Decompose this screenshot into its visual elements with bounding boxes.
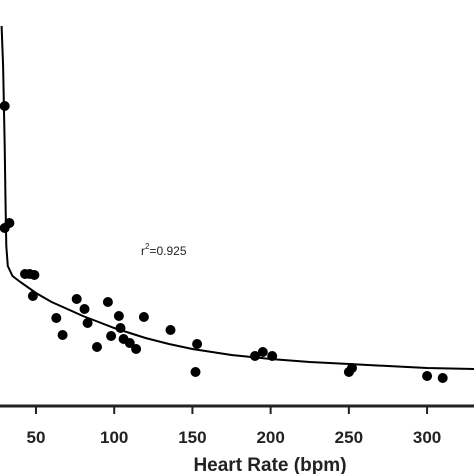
plot-area: 50 100 150 200 250 300 r2=0.925 Heart Rate (b…	[0, 25, 474, 474]
data-point	[92, 342, 102, 352]
x-tick-label: 50	[27, 428, 46, 447]
data-point	[192, 339, 203, 349]
data-point	[57, 330, 68, 340]
data-point	[257, 347, 268, 357]
r-squared-base: r	[141, 244, 145, 258]
data-point	[71, 294, 82, 304]
data-point	[113, 311, 124, 321]
data-point	[437, 373, 448, 383]
data-point	[165, 325, 176, 335]
data-point	[82, 318, 93, 328]
data-point	[347, 363, 357, 373]
data-point	[102, 297, 113, 307]
x-tick-label: 300	[413, 428, 441, 447]
data-point	[29, 270, 40, 280]
data-points	[0, 101, 448, 383]
data-point	[267, 351, 278, 361]
x-tick-label: 100	[100, 428, 128, 447]
data-point	[250, 351, 260, 361]
data-point	[4, 218, 15, 228]
data-point	[106, 331, 117, 341]
data-point	[131, 344, 142, 354]
fit-curve	[0, 25, 474, 370]
x-axis-title: Heart Rate (bpm)	[193, 455, 346, 474]
x-tick-label: 150	[178, 428, 206, 447]
data-point	[79, 304, 90, 314]
x-tick-label: 250	[335, 428, 363, 447]
data-point	[422, 371, 433, 381]
data-point	[27, 291, 38, 301]
x-tick-label: 200	[256, 428, 284, 447]
data-point	[124, 338, 135, 348]
x-axis-ticks: 50 100 150 200 250 300	[27, 406, 441, 447]
data-point	[51, 313, 62, 323]
r-squared-annotation: r2=0.925	[141, 242, 187, 258]
r-squared-superscript: 2	[145, 242, 150, 251]
data-point	[138, 312, 149, 322]
data-point	[115, 323, 126, 333]
r-squared-value: =0.925	[149, 244, 186, 258]
data-point	[190, 367, 201, 377]
data-point	[0, 101, 10, 111]
